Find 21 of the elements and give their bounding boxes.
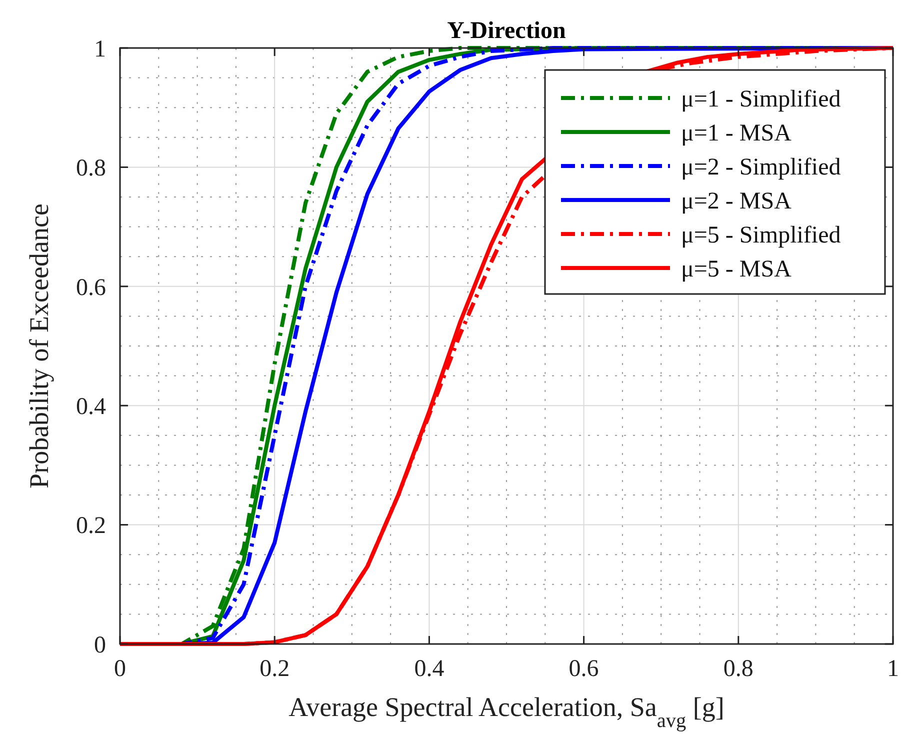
legend-label: μ=2 - Simplified (681, 154, 841, 180)
x-tick-label: 0.6 (568, 656, 599, 682)
y-tick-label: 1 (94, 36, 106, 62)
x-tick-label: 0 (114, 656, 126, 682)
legend-label: μ=2 - MSA (681, 188, 792, 214)
legend-label: μ=5 - MSA (681, 256, 792, 282)
y-tick-label: 0.4 (76, 394, 106, 420)
legend-label: μ=5 - Simplified (681, 222, 841, 248)
y-tick-label: 0 (94, 632, 106, 658)
chart-title: Y-Direction (447, 18, 566, 44)
x-tick-label: 1 (887, 656, 899, 682)
x-tick-label: 0.8 (723, 656, 754, 682)
y-tick-label: 0.2 (76, 513, 106, 540)
x-axis-title: Average Spectral Acceleration, Sa$_{avg}$ [g] (288, 692, 724, 732)
y-axis-title: Probability of Exceedance (24, 204, 54, 488)
legend-label: μ=1 - MSA (681, 120, 792, 146)
y-tick-label: 0.8 (76, 156, 106, 182)
legend-label: μ=1 - Simplified (681, 86, 841, 112)
y-tick-label: 0.6 (76, 274, 106, 301)
x-tick-label: 0.2 (260, 656, 290, 682)
x-tick-label: 0.4 (414, 656, 444, 682)
